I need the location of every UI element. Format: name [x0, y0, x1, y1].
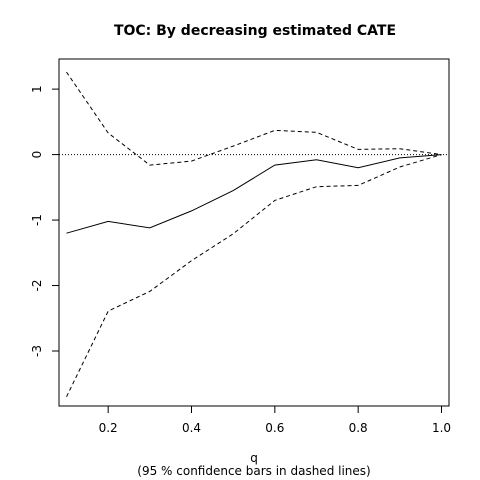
y-tick-label: -2	[30, 280, 44, 292]
toc-estimate-line	[66, 154, 442, 234]
x-axis-label: q	[250, 451, 258, 465]
x-tick-label: 1.0	[432, 421, 451, 435]
y-tick-label: 1	[30, 85, 44, 93]
y-tick-label: 0	[30, 151, 44, 159]
x-tick-label: 0.6	[265, 421, 284, 435]
x-tick-label: 0.8	[349, 421, 368, 435]
y-tick-label: -1	[30, 214, 44, 226]
chart-title: TOC: By decreasing estimated CATE	[114, 23, 396, 39]
lower-confidence-line	[66, 154, 442, 398]
chart-subtitle: (95 % confidence bars in dashed lines)	[137, 464, 370, 478]
x-tick-label: 0.4	[182, 421, 201, 435]
upper-confidence-line	[66, 71, 442, 166]
plot-box	[58, 58, 450, 407]
y-tick-label: -3	[30, 345, 44, 357]
x-tick-label: 0.2	[99, 421, 118, 435]
